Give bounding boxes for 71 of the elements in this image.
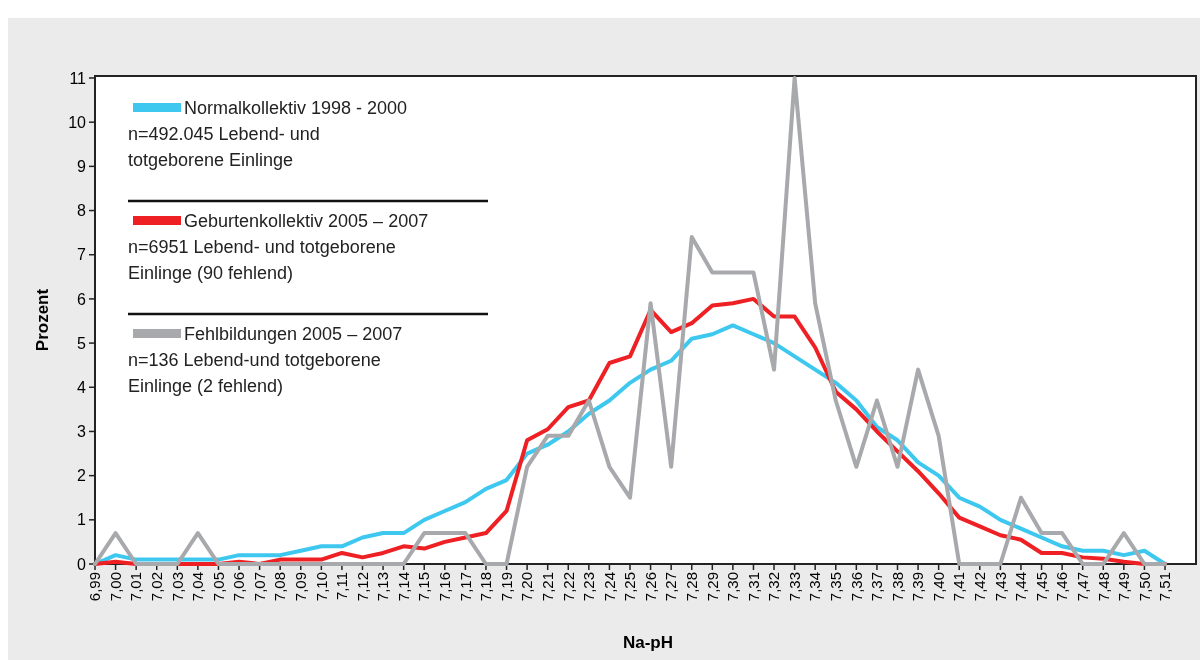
x-tick-label: 7,29 [703, 572, 721, 602]
x-tick-label: 7,25 [621, 572, 639, 602]
x-tick-label: 7,20 [518, 572, 536, 602]
legend-label: Geburtenkollektiv 2005 – 2007 n=6951 Lebend- und totgeborene Einlinge (90 fehlend) [128, 211, 429, 283]
x-tick-label: 7,31 [744, 572, 762, 602]
x-tick-label: 7,36 [847, 572, 865, 602]
x-tick-label: 7,11 [333, 572, 351, 601]
y-tick-label: 6 [77, 290, 87, 308]
x-tick-label: 7,05 [209, 572, 227, 602]
x-axis-title: Na-pH [622, 633, 674, 652]
x-tick-label: 7,33 [785, 572, 803, 602]
x-tick-label: 7,42 [971, 572, 989, 602]
y-tick-label: 10 [68, 113, 87, 131]
x-tick-label: 7,22 [559, 572, 577, 602]
x-tick-label: 7,28 [682, 572, 700, 602]
legend-label: Normalkollektiv 1998 - 2000 n=492.045 Lebend- und totgeborene Einlinge [128, 98, 408, 170]
x-tick-label: 7,30 [724, 572, 742, 602]
x-tick-label: 7,16 [436, 572, 454, 602]
x-tick-label: 7,49 [1115, 572, 1133, 602]
x-tick-label: 7,44 [1012, 572, 1030, 602]
x-tick-label: 7,26 [641, 572, 659, 602]
x-tick-label: 7,38 [888, 572, 906, 602]
x-tick-label: 7,27 [662, 572, 680, 602]
line-series [93, 76, 1167, 566]
x-tick-label: 7,50 [1135, 572, 1153, 602]
y-tick-label: 11 [69, 69, 87, 87]
x-tick-label: 7,37 [868, 572, 886, 602]
x-tick-label: 7,32 [765, 572, 783, 602]
x-tick-label: 7,12 [353, 572, 371, 602]
x-tick-label: 6,99 [86, 572, 104, 602]
x-tick-label: 7,00 [106, 572, 124, 602]
x-tick-label: 7,39 [909, 572, 927, 602]
y-tick-label: 8 [77, 202, 87, 220]
y-tick-label: 0 [77, 555, 87, 573]
x-tick-label: 7,04 [189, 572, 207, 602]
x-tick-label: 7,10 [312, 572, 330, 602]
x-tick-label: 7,34 [806, 572, 824, 602]
x-tick-label: 7,21 [538, 572, 556, 602]
y-tick-label: 3 [77, 423, 87, 441]
x-tick-label: 7,51 [1156, 572, 1174, 602]
y-tick-label: 9 [77, 157, 87, 175]
x-tick-label: 7,24 [600, 572, 618, 602]
x-tick-label: 7,23 [580, 572, 598, 602]
x-tick-label: 7,13 [374, 572, 392, 602]
y-tick-label: 2 [77, 467, 87, 485]
x-tick-label: 7,09 [292, 572, 310, 602]
x-tick-label: 7,46 [1053, 572, 1071, 602]
x-tick-label: 7,15 [415, 572, 433, 602]
y-tick-label: 4 [77, 378, 87, 396]
x-tick-label: 7,19 [497, 572, 515, 602]
x-tick-label: 7,40 [929, 572, 947, 602]
y-axis-title: Prozent [33, 288, 52, 352]
x-tick-label: 7,43 [991, 572, 1009, 602]
x-tick-label: 7,08 [271, 572, 289, 602]
x-tick-label: 7,47 [1073, 572, 1091, 602]
x-tick-label: 7,14 [394, 572, 412, 602]
x-tick-label: 7,06 [230, 572, 248, 602]
x-tick-label: 7,48 [1094, 572, 1112, 602]
x-tick-label: 7,18 [477, 572, 495, 602]
x-tick-label: 7,02 [147, 572, 165, 602]
x-tick-label: 7,07 [250, 572, 268, 602]
legend-label: Fehlbildungen 2005 – 2007 n=136 Lebend-und totgeborene Einlinge (2 fehlend) [128, 324, 403, 396]
y-tick-label: 7 [77, 246, 87, 264]
x-tick-label: 7,01 [127, 572, 145, 602]
x-tick-label: 7,17 [456, 572, 474, 602]
x-tick-label: 7,45 [1032, 572, 1050, 602]
y-tick-label: 1 [77, 511, 87, 529]
x-tick-label: 7,41 [950, 572, 968, 602]
y-tick-label: 5 [77, 334, 87, 352]
x-tick-label: 7,35 [827, 572, 845, 602]
x-tick-label: 7,03 [168, 572, 186, 602]
